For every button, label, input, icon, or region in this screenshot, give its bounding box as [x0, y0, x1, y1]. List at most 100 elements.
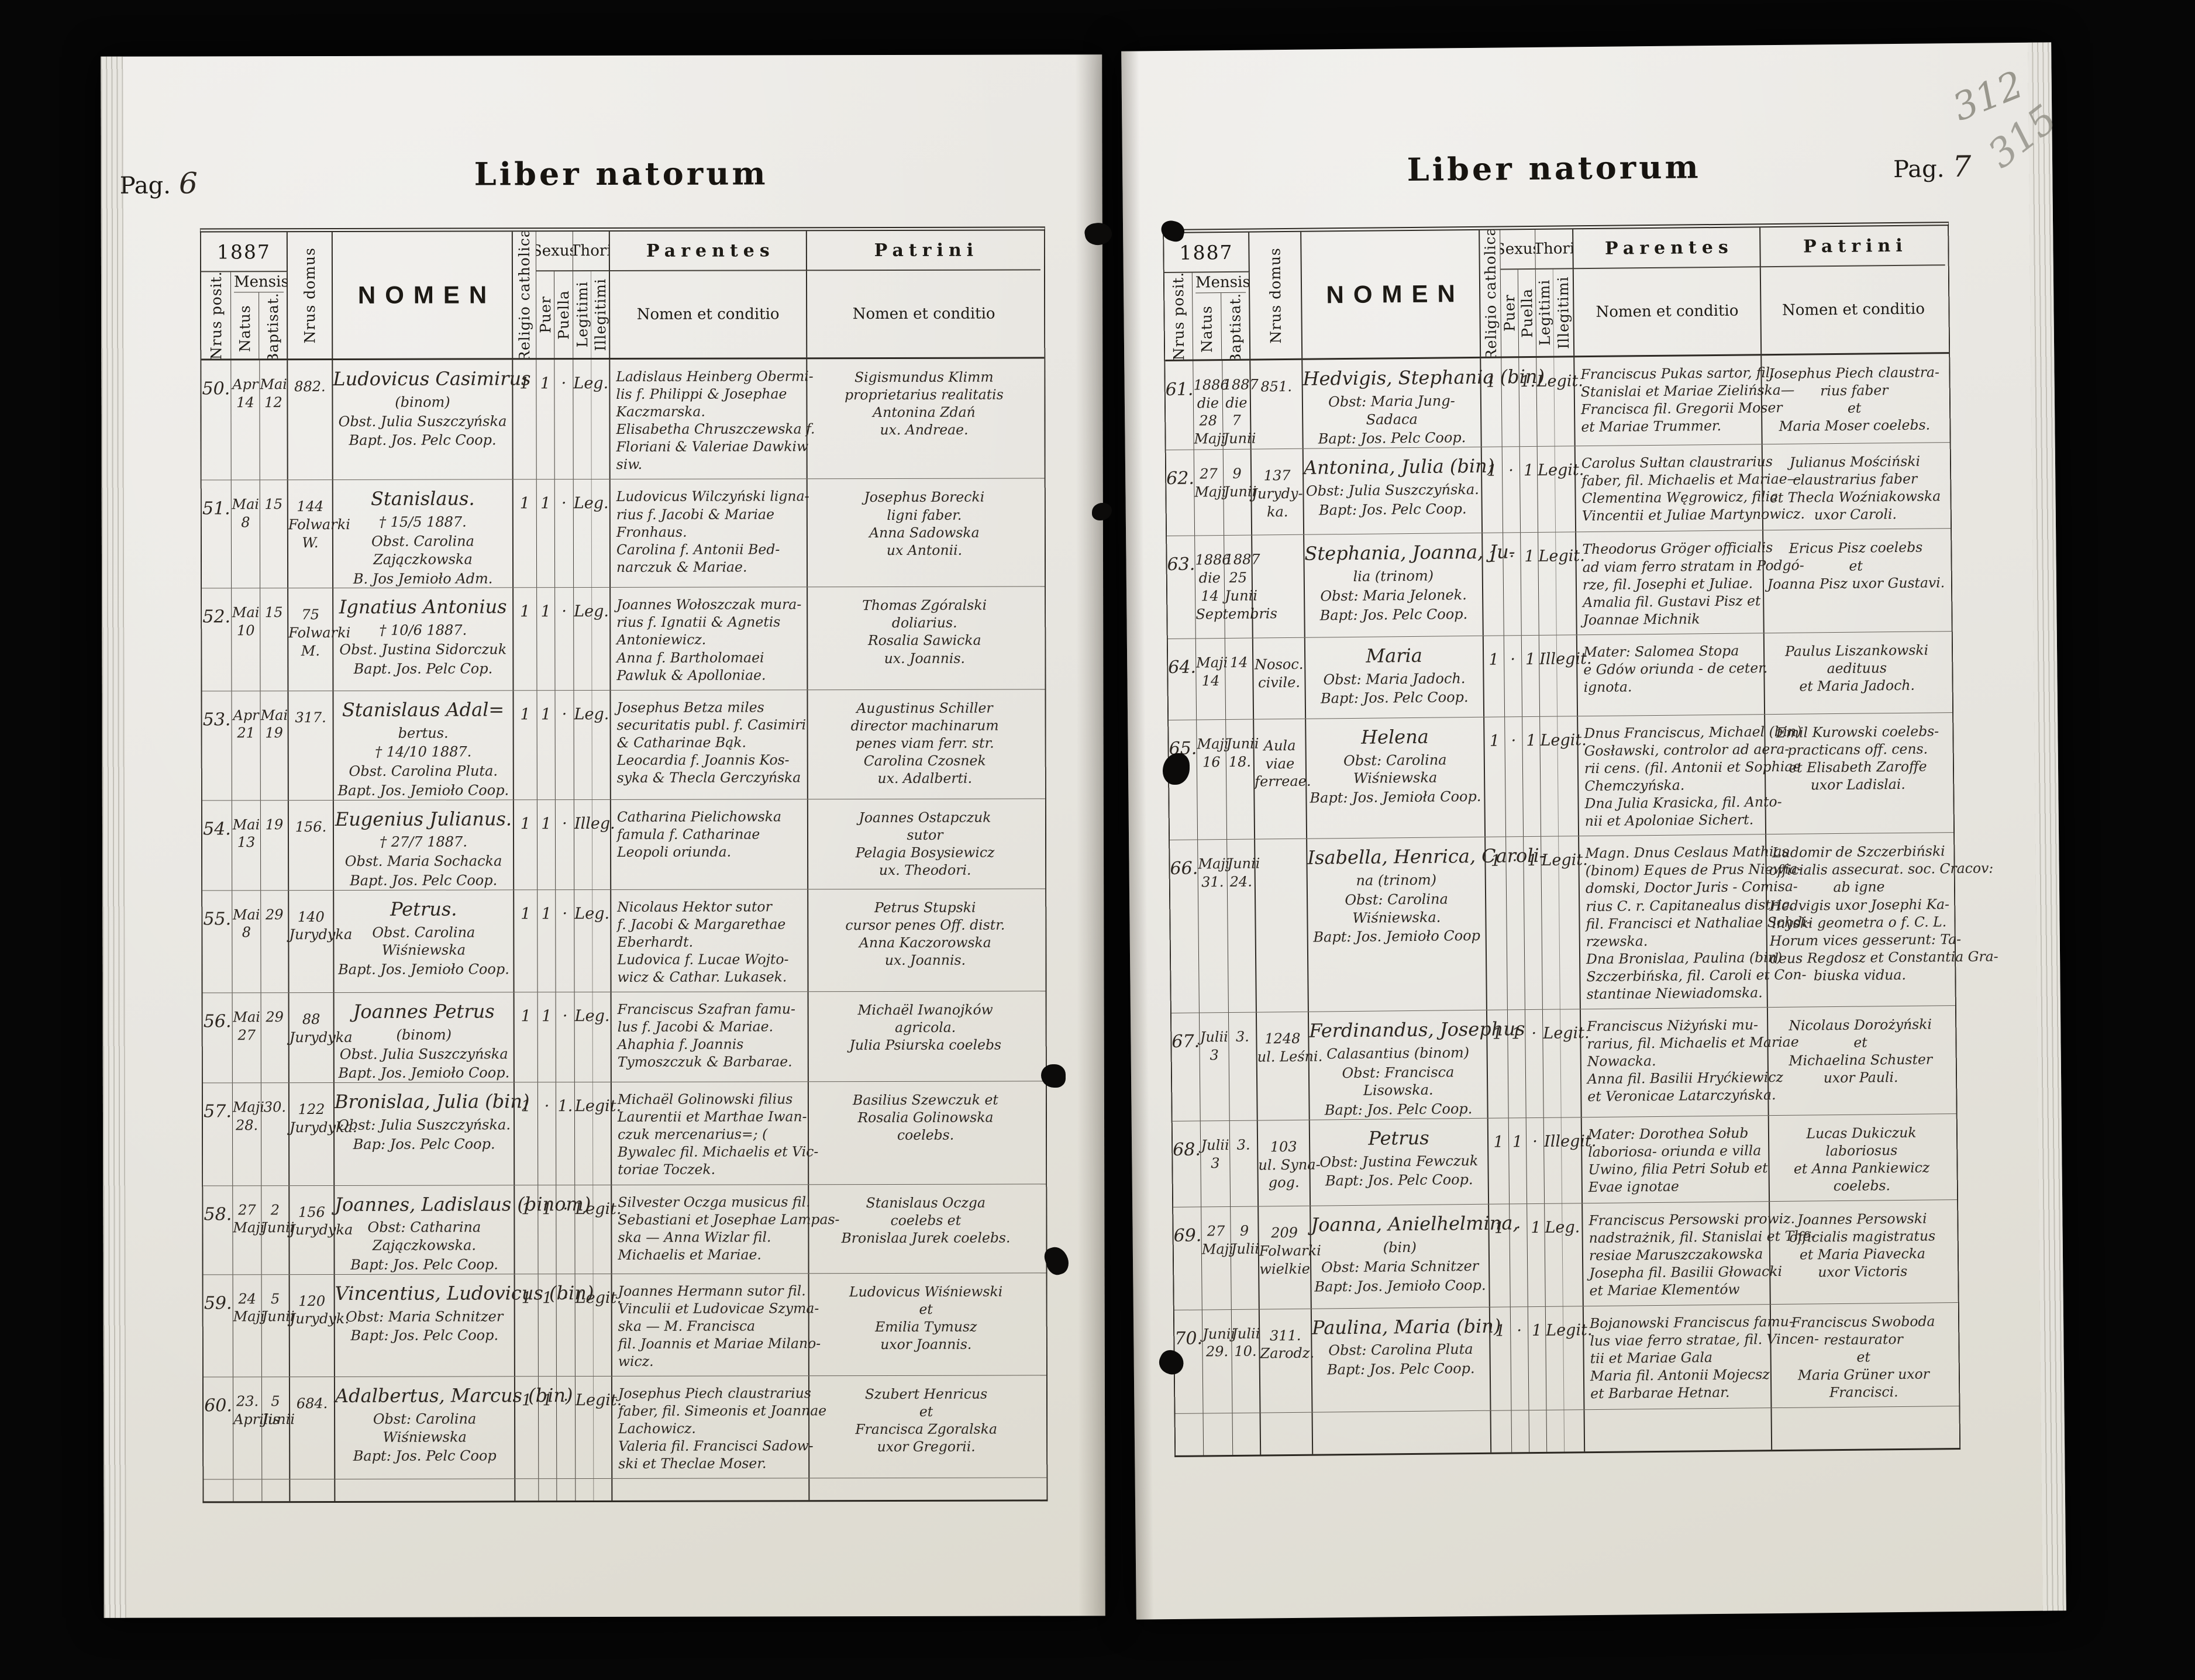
- text-line: Bapt: Jos. Jemioła Coop.: [1310, 788, 1481, 806]
- register-row: 59. 24 Maji 5 Junii 120 Jurydyk. Vincentius, Lu…: [203, 1272, 1046, 1377]
- text-line: † 10/6 1887.: [379, 622, 467, 639]
- cell-nomen: Bronislaa, Julia (bin) Obst: Julia Suszcz…: [334, 1082, 530, 1185]
- cell-nrus-posit: 56.: [202, 993, 233, 1083]
- text-line: et Mariae Trummer.: [1581, 418, 1722, 436]
- text-line: et: [1847, 399, 1862, 416]
- cell-illegitimi: [592, 588, 611, 690]
- text-line: rii cens. (fil. Antonii et Sophiae: [1584, 758, 1801, 777]
- text-line: 10.: [1234, 1343, 1257, 1360]
- text-line: (binom) Eques de Prus Niewia-: [1585, 860, 1803, 879]
- text-line: 30.: [263, 1099, 287, 1116]
- text-line: Szubert Henricus: [864, 1385, 988, 1403]
- cell-nrus-posit: 58.: [203, 1185, 233, 1275]
- cell-nrus-domus: 209 Folwarki wielkie: [1259, 1206, 1321, 1309]
- cell-nrus-domus: 122 Jurydyka.: [289, 1083, 357, 1185]
- text-line: et: [1853, 1034, 1867, 1051]
- table-header: 1887 Nrus domus NOMEN Religio catholica …: [201, 230, 1045, 361]
- cell-puer: ·: [1505, 716, 1524, 837]
- cell-thori: Leg.: [574, 690, 609, 799]
- register-table: 1887 Nrus domus NOMEN Religio catholica …: [1163, 222, 1998, 1457]
- cell-puella: 1: [1527, 1203, 1546, 1306]
- register-row: 65. Maji 16 Junii 18. Aula viae ferreae. Helena O…: [1169, 712, 1954, 840]
- text-line: Stanislai et Mariae Zielińska—: [1580, 381, 1795, 401]
- header-puer: Puer: [536, 271, 555, 358]
- filler-cell: [262, 1479, 291, 1502]
- child-name: Hedvigis, Stephania (bin): [1302, 365, 1545, 390]
- text-line: ul. Leśni.: [1257, 1048, 1323, 1065]
- cell-puella: 1: [1528, 1306, 1547, 1410]
- register-row: 52. Mai 10 15 75 Folwarki M. Ignatius Antonius †…: [202, 586, 1045, 691]
- text-line: czuk mercenarius=; (: [618, 1126, 768, 1143]
- text-line: domski, Doctor Juris - Comisa-: [1585, 878, 1798, 897]
- text-line: faber, fil. Simeonis et Joannae: [618, 1402, 827, 1420]
- text-line: 2: [270, 1201, 280, 1218]
- text-line: Maji: [1196, 654, 1228, 671]
- child-name: Ignatius Antonius: [339, 595, 507, 619]
- filler-cell: [539, 1479, 557, 1501]
- cell-parentes: Dnus Franciscus, Michael (bin) Gosławski,…: [1578, 714, 1802, 836]
- text-line: Ladislaus Heinberg Obermi-: [616, 368, 814, 385]
- cell-thori: Leg.: [573, 360, 608, 479]
- text-line: lis f. Philippi & Josephae: [616, 385, 787, 403]
- text-line: ux. Joannis.: [884, 650, 966, 667]
- cell-nomen: Joannes Petrus (binom) Obst. Julia Suszczy…: [334, 992, 515, 1083]
- register-table: 1887 Nrus domus NOMEN Religio catholica …: [199, 226, 1048, 1503]
- header-illegitimi: Illegitimi: [591, 271, 611, 358]
- cell-nrus-posit: 61.: [1165, 361, 1194, 450]
- cell-natus: 24 Maji: [233, 1274, 265, 1377]
- text-line: Rosalia Golinowska: [857, 1109, 994, 1126]
- text-line: Anna Sadowska: [869, 524, 980, 541]
- cell-thori: Legit.: [1537, 446, 1584, 533]
- cell-baptisat: 5 Junii: [261, 1377, 295, 1479]
- text-line: nii et Apoloniae Sichert.: [1584, 811, 1754, 830]
- text-line: Maji: [1194, 430, 1226, 447]
- register-row: 62. 27 Maji 9 Junii 137 Jurydy-ka. Antonina, Ju…: [1166, 442, 1951, 536]
- cell-puer: 1: [537, 889, 556, 992]
- text-line: Obst: Carolina Wiśniewska: [373, 1410, 477, 1446]
- cell-nomen: Stephania, Joanna, Ju-lia (trinom) Obst: …: [1304, 533, 1515, 637]
- text-line: Jurydyk.: [290, 1310, 349, 1327]
- register-row: 56. Mai 27 29 88 Jurydyka Joannes Petrus (binom…: [202, 991, 1046, 1083]
- cell-puella: ·: [1526, 1117, 1545, 1204]
- text-line: Francisca fil. Gregorii Moser: [1580, 399, 1783, 418]
- text-line: et Anna Pankiewicz: [1793, 1159, 1930, 1177]
- text-line: rius f. Ignatii & Agnetis: [616, 613, 781, 631]
- cell-patrini: Julianus Mościński claustrarius faber et T…: [1763, 443, 1948, 530]
- cell-parentes: Franciscus Persowski prowiz. nadstrażnik,…: [1583, 1202, 1815, 1306]
- cell-puer: 1: [536, 479, 556, 588]
- cell-religio: 1: [515, 1274, 539, 1377]
- cell-religio: 1: [1487, 1010, 1509, 1118]
- cell-parentes: Josephus Betza miles securitatis publ. f.…: [611, 689, 808, 799]
- text-line: Maji: [1197, 735, 1229, 753]
- cell-baptisat: 29: [261, 890, 290, 993]
- cell-religio: 1: [515, 1377, 539, 1479]
- text-line: sutor: [907, 826, 943, 843]
- cell-parentes: Ludovicus Wilczyński ligna-rius f. Jacob…: [610, 479, 809, 588]
- text-line: tii et Mariae Gala: [1590, 1348, 1713, 1367]
- text-line: et Elisabeth Zaroffe: [1789, 758, 1927, 776]
- cell-baptisat: 15: [260, 480, 289, 588]
- child-name: Bronislaa, Julia (bin): [334, 1090, 530, 1113]
- cell-natus: Maji 31.: [1198, 840, 1230, 1013]
- text-line: rius faber: [1820, 382, 1889, 399]
- cell-thori: Legit.: [1541, 836, 1588, 1009]
- text-line: et: [1856, 1348, 1870, 1365]
- text-line: Bapt: Jos. Pelc Coop.: [1325, 1171, 1473, 1189]
- cell-baptisat: Julii 10.: [1231, 1309, 1261, 1413]
- cell-puer: 1: [536, 360, 555, 479]
- cell-nomen: Maria Obst: Maria Jadoch. Bapt: Jos. Pelc …: [1305, 636, 1485, 719]
- cell-parentes: Ladislaus Heinberg Obermi-lis f. Philipp…: [610, 359, 815, 479]
- header-religio: Religio catholica: [512, 232, 537, 358]
- cell-nomen: Ignatius Antonius † 10/6 1887. Obst. Justi…: [333, 588, 514, 691]
- cell-illegitimi: [1556, 532, 1577, 635]
- text-line: Junii: [1224, 587, 1258, 604]
- cell-puella: ·: [554, 479, 574, 588]
- cell-parentes: Nicolaus Hektor sutor f. Jacobi & Margare…: [611, 889, 809, 992]
- text-line: 5: [271, 1393, 280, 1410]
- cell-puer: 1: [538, 1274, 557, 1377]
- text-line: Amalia fil. Gustavi Pisz et: [1583, 592, 1761, 610]
- text-line: Obst: Carolina Wiśniewska: [1343, 751, 1447, 787]
- text-line: Calasantius (binom): [1326, 1044, 1470, 1062]
- cell-thori: Legit.: [575, 1185, 622, 1274]
- cell-puer: ·: [1503, 533, 1522, 636]
